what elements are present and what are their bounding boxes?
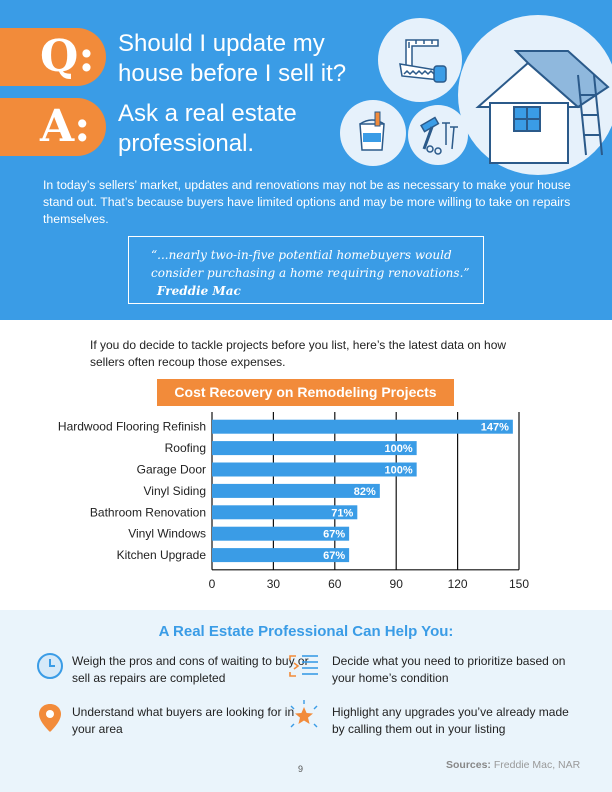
bar (212, 526, 350, 541)
bar (212, 505, 358, 520)
data-label: 82% (354, 486, 376, 498)
data-label: 100% (385, 443, 413, 455)
help-panel (0, 610, 612, 792)
house-roof-icon (458, 15, 612, 175)
category-label: Roofing (165, 441, 206, 455)
x-tick-label: 120 (448, 577, 468, 591)
answer-tab: A: (0, 98, 106, 156)
star-icon (288, 700, 320, 732)
lead-paragraph: If you do decide to tackle projects befo… (90, 338, 507, 369)
answer-text: Ask a real estate professional. (118, 100, 297, 157)
category-label: Hardwood Flooring Refinish (58, 420, 206, 434)
hammer-nails-icon (408, 105, 468, 165)
help-item-0: Weigh the pros and cons of waiting to bu… (72, 654, 309, 685)
category-label: Garage Door (137, 463, 206, 477)
question-text: Should I update my house before I sell i… (118, 30, 347, 87)
data-label: 100% (385, 465, 413, 477)
x-tick-label: 30 (267, 577, 281, 591)
hero-banner: Q: Should I update my house before I sel… (0, 0, 612, 320)
x-tick-label: 150 (509, 577, 529, 591)
x-tick-label: 0 (209, 577, 216, 591)
answer-letter: A: (40, 101, 91, 152)
bar (212, 483, 380, 498)
data-label: 67% (323, 550, 345, 562)
help-item-1: Decide what you need to prioritize based… (332, 654, 566, 685)
intro-paragraph: In today’s sellers’ market, updates and … (43, 178, 571, 226)
chart-title: Cost Recovery on Remodeling Projects (157, 379, 454, 406)
category-label: Vinyl Windows (128, 527, 206, 541)
checklist-icon (288, 650, 320, 682)
sources-label: Sources: (446, 759, 491, 771)
bar (212, 419, 513, 434)
data-label: 71% (331, 507, 353, 519)
bar (212, 548, 350, 563)
paint-bucket-icon (340, 100, 406, 166)
question-letter: Q: (40, 31, 95, 82)
question-tab: Q: (0, 28, 106, 86)
x-tick-label: 60 (328, 577, 342, 591)
data-label: 147% (481, 422, 509, 434)
bar (212, 441, 417, 456)
help-item-3: Highlight any upgrades you’ve already ma… (332, 705, 569, 736)
page-number: 9 (298, 764, 304, 774)
bar (212, 462, 417, 477)
bar-chart: 0 30 60 90 120 150 Hardwood Flooring Refinish 1… (58, 412, 529, 591)
category-label: Vinyl Siding (144, 484, 206, 498)
map-pin-icon (34, 702, 66, 734)
quote-source: Freddie Mac (157, 284, 241, 298)
category-label: Bathroom Renovation (90, 505, 206, 519)
clock-icon (34, 650, 66, 682)
category-label: Kitchen Upgrade (117, 548, 207, 562)
sources-text: Freddie Mac, NAR (493, 759, 581, 771)
help-item-2: Understand what buyers are looking for i… (72, 705, 295, 736)
data-label: 67% (323, 529, 345, 541)
tools-icon (378, 18, 462, 102)
quote-text: “...nearly two-in-five potential homebuy… (151, 248, 470, 280)
quote-box: “...nearly two-in-five potential homebuy… (128, 236, 484, 304)
help-title: A Real Estate Professional Can Help You: (158, 623, 454, 640)
x-tick-label: 90 (390, 577, 404, 591)
sources-note: Sources: Freddie Mac, NAR (446, 759, 580, 771)
